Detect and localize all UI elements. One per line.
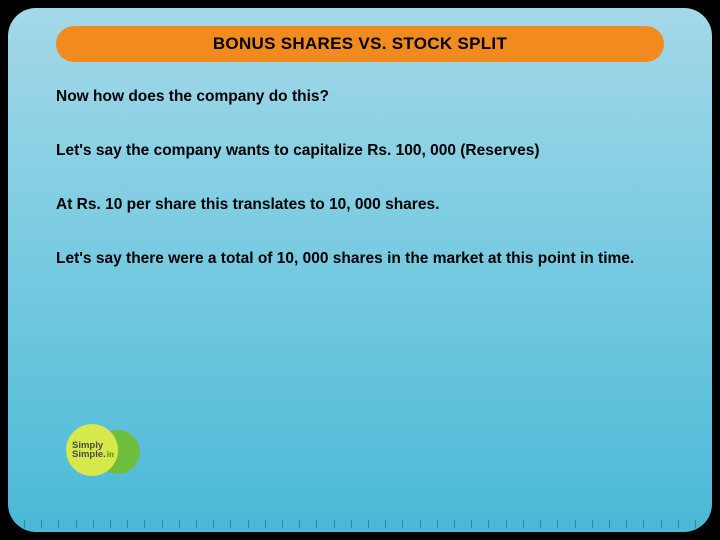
tick [110, 520, 111, 528]
tick [127, 520, 128, 528]
tick [24, 520, 25, 528]
tick [248, 520, 249, 528]
tick [523, 520, 524, 528]
logo: Simply Simple.in [66, 424, 140, 480]
tick [575, 520, 576, 528]
paragraph-3: At Rs. 10 per share this translates to 1… [56, 188, 664, 222]
tick [454, 520, 455, 528]
logo-text-suffix: in [107, 450, 114, 459]
slide-title: BONUS SHARES VS. STOCK SPLIT [213, 34, 507, 53]
tick [557, 520, 558, 528]
tick [385, 520, 386, 528]
logo-text-simple: Simple. [72, 449, 106, 460]
tick [437, 520, 438, 528]
tick [41, 520, 42, 528]
bottom-ticks [8, 520, 712, 532]
paragraph-2: Let's say the company wants to capitaliz… [56, 134, 664, 168]
tick [368, 520, 369, 528]
tick [678, 520, 679, 528]
tick [661, 520, 662, 528]
tick [93, 520, 94, 528]
paragraph-1: Now how does the company do this? [56, 80, 664, 114]
tick [643, 520, 644, 528]
tick [540, 520, 541, 528]
tick [179, 520, 180, 528]
tick [265, 520, 266, 528]
tick [162, 520, 163, 528]
logo-circle-front: Simply Simple.in [66, 424, 118, 476]
tick [626, 520, 627, 528]
content-area: Now how does the company do this? Let's … [8, 80, 712, 276]
tick [282, 520, 283, 528]
tick [420, 520, 421, 528]
tick [213, 520, 214, 528]
tick [695, 520, 696, 528]
tick [144, 520, 145, 528]
tick [196, 520, 197, 528]
tick [299, 520, 300, 528]
tick [488, 520, 489, 528]
tick [402, 520, 403, 528]
title-bar: BONUS SHARES VS. STOCK SPLIT [56, 26, 664, 62]
logo-text-line2: Simple.in [72, 450, 114, 460]
tick [230, 520, 231, 528]
tick [506, 520, 507, 528]
paragraph-4: Let's say there were a total of 10, 000 … [56, 242, 664, 276]
tick [471, 520, 472, 528]
tick [316, 520, 317, 528]
tick [351, 520, 352, 528]
tick [76, 520, 77, 528]
tick [592, 520, 593, 528]
slide-container: BONUS SHARES VS. STOCK SPLIT Now how doe… [8, 8, 712, 532]
tick [334, 520, 335, 528]
tick [58, 520, 59, 528]
tick [609, 520, 610, 528]
